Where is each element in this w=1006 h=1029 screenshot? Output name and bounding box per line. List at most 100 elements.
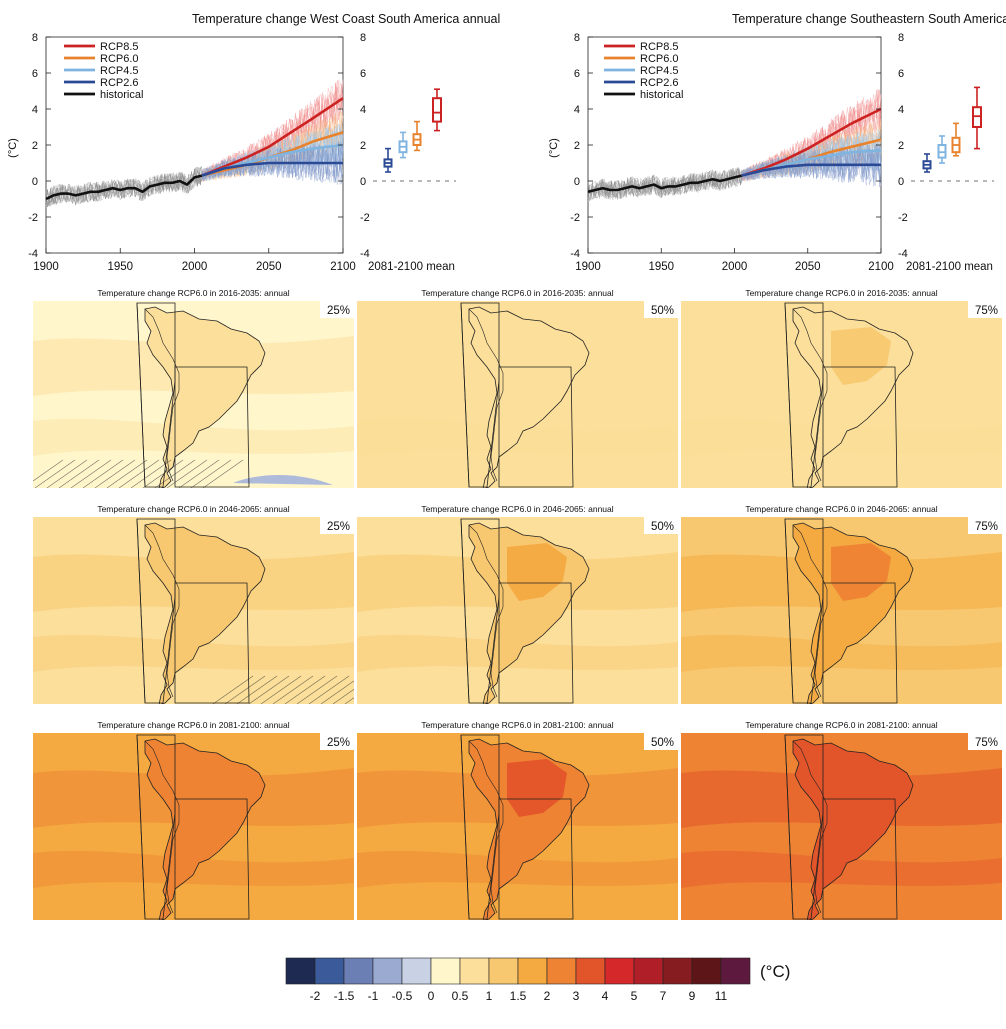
colorbar-swatch (488, 957, 519, 985)
y-tick-label-right: -2 (898, 212, 908, 224)
x-tick-label: 2000 (182, 261, 208, 273)
hatch-line (142, 459, 184, 488)
ensemble-member-RCP2.6 (201, 141, 344, 185)
hot-region (507, 543, 567, 601)
y-tick-label: 8 (574, 32, 580, 44)
region-box-southeast (174, 798, 250, 920)
percentile-box (320, 733, 354, 750)
ensemble-member-historical (45, 167, 203, 204)
x-tick-label: 1900 (575, 261, 601, 273)
y-tick-label: -4 (570, 248, 580, 260)
region-edge (784, 734, 794, 920)
hatch-line (94, 459, 136, 488)
colorbar: -2 -1.5 -1 -0.5 0 0.5 1 1.5 2 3 4 5 7 9 11 (°C) (285, 957, 790, 1003)
hatch-line (224, 675, 266, 704)
y-tick-label-right: 6 (360, 68, 366, 80)
map-panel: 50% Temperature change RCP6.0 in 2016-203… (357, 288, 678, 488)
boxes-label: 2081-2100 mean (368, 261, 455, 273)
map-panel: 25% Temperature change RCP6.0 in 2081-210… (33, 720, 354, 920)
box-rcp85 (432, 97, 442, 123)
series-line-rcp85 (741, 107, 882, 177)
y-tick-label-right: 2 (360, 140, 366, 152)
coastline-west (144, 740, 180, 914)
x-tick-label: 2100 (868, 261, 894, 273)
map-panel: 75% Temperature change RCP6.0 in 2016-203… (681, 288, 1002, 488)
colorbar-tick-label: -0.5 (392, 989, 413, 1003)
percentile-box (320, 301, 354, 318)
region-box-southeast (174, 582, 250, 704)
coastline-west (468, 308, 504, 482)
hatch-line (320, 680, 354, 704)
colorbar-unit: (°C) (760, 962, 790, 981)
y-tick-label: 4 (574, 104, 580, 116)
boxes-label: 2081-2100 mean (906, 261, 993, 273)
region-edge (136, 518, 146, 704)
map-content (33, 733, 354, 920)
y-tick-label-right: 8 (898, 32, 904, 44)
colorbar-swatch (459, 957, 490, 985)
chart-title: Temperature change Southeastern South Am… (732, 12, 1006, 26)
y-tick-label: -2 (28, 212, 38, 224)
legend-label: RCP6.0 (100, 53, 139, 65)
x-tick-label: 2050 (256, 261, 282, 273)
hatch-line (34, 459, 76, 488)
series-line-rcp85 (201, 97, 344, 177)
hot-region (831, 327, 891, 385)
map-content (33, 301, 354, 488)
hatch-line (344, 697, 354, 704)
percentile-box (644, 301, 678, 318)
coastline-west (792, 740, 828, 914)
region-edge (136, 302, 146, 488)
percentile-label: 25% (327, 521, 350, 533)
hatch-line (82, 459, 124, 488)
percentile-box (968, 301, 1002, 318)
legend-label: historical (100, 89, 143, 101)
colorbar-tick-label: 4 (602, 989, 609, 1003)
y-tick-label: 6 (32, 68, 38, 80)
colorbar-swatch (604, 957, 635, 985)
coastline-west (144, 308, 180, 482)
colorbar-tick-label: 1.5 (510, 989, 527, 1003)
ensemble-member-RCP2.6 (741, 145, 882, 183)
hatch-line (58, 459, 100, 488)
y-tick-label-right: 4 (360, 104, 366, 116)
ensemble-member-historical (45, 165, 203, 207)
hatch-line (236, 675, 278, 704)
colorbar-swatch (285, 957, 316, 985)
region-box-southeast (498, 366, 574, 488)
ensemble-member-RCP2.6 (741, 147, 882, 187)
hatch-line (178, 459, 220, 488)
hatch-line (190, 459, 232, 488)
map-title: Temperature change RCP6.0 in 2046-2065: … (745, 504, 937, 514)
region-box-southeast (174, 366, 250, 488)
hatch-line (118, 459, 160, 488)
hatch-line (33, 459, 64, 482)
region-edge (460, 302, 470, 488)
map-title: Temperature change RCP6.0 in 2046-2065: … (421, 504, 613, 514)
hot-region (507, 759, 567, 817)
hatch-line (70, 459, 112, 488)
colorbar-swatch (720, 957, 751, 985)
region-box-southeast (498, 582, 574, 704)
coastline-west (792, 308, 828, 482)
colorbar-tick-label: -1 (368, 989, 379, 1003)
legend-label: RCP8.5 (100, 41, 139, 53)
hatch-line (106, 459, 148, 488)
y-tick-label-right: 4 (898, 104, 904, 116)
region-box-southeast (498, 798, 574, 920)
map-panel: 75% Temperature change RCP6.0 in 2081-210… (681, 720, 1002, 920)
map-content (681, 301, 1002, 488)
legend-label: RCP6.0 (640, 53, 679, 65)
x-tick-label: 2050 (795, 261, 821, 273)
percentile-label: 50% (651, 737, 674, 749)
colorbar-swatch (633, 957, 664, 985)
map-panel: 75% Temperature change RCP6.0 in 2046-206… (681, 504, 1002, 704)
colorbar-swatch (401, 957, 432, 985)
percentile-label: 75% (975, 521, 998, 533)
percentile-box (644, 517, 678, 534)
percentile-label: 50% (651, 305, 674, 317)
series-line-historical (587, 174, 743, 194)
colorbar-swatch (662, 957, 693, 985)
